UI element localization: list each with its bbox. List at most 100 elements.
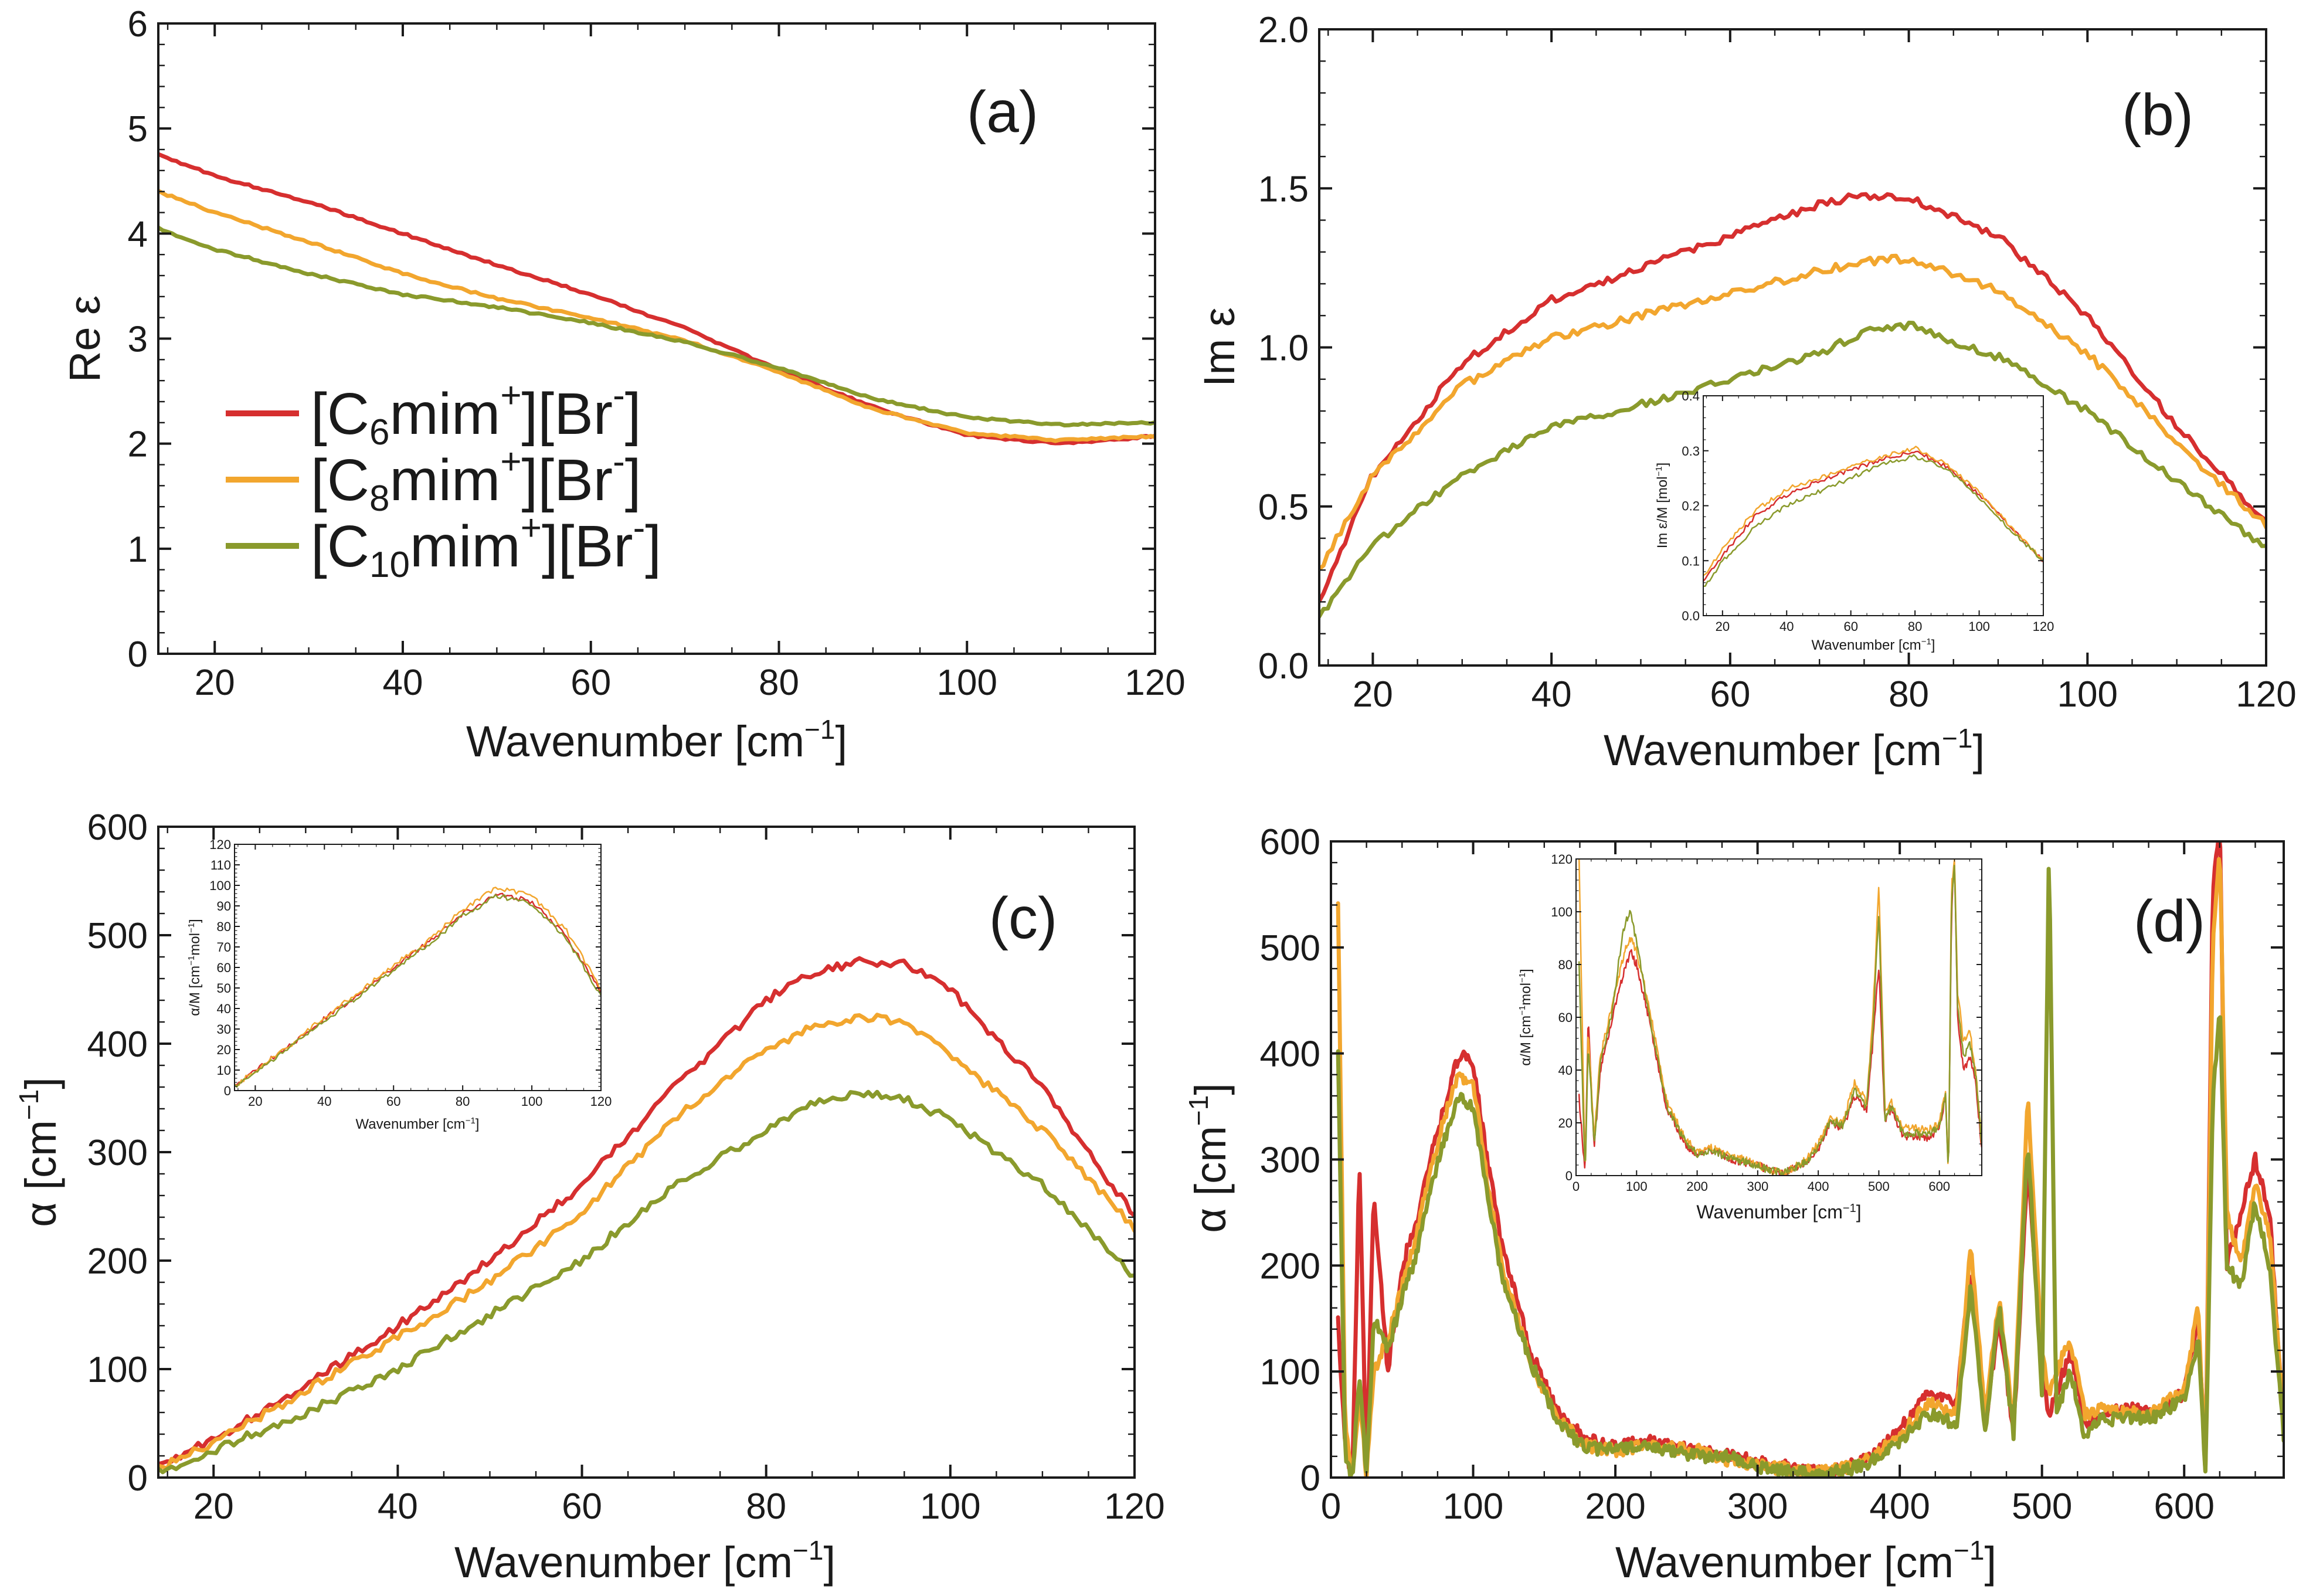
panel-b: 20 40 60 80 100 120 0.0 0.5 1.0 1.5 2.0 (b) Wavenu… <box>1195 10 2297 775</box>
x-tick-label: 40 <box>382 663 423 703</box>
x-tick-label: 60 <box>386 1094 400 1109</box>
x-tick-label: 100 <box>920 1486 980 1527</box>
y-axis-title: α [cm−1] <box>13 1077 65 1227</box>
y-tick-label: 0.1 <box>1682 553 1700 568</box>
y-tick-label: 400 <box>87 1024 148 1065</box>
y-tick-label: 20 <box>1558 1116 1573 1130</box>
x-tick-label: 60 <box>562 1486 602 1527</box>
panel-label: (d) <box>2134 888 2205 954</box>
x-tick-label: 600 <box>2154 1486 2214 1527</box>
y-tick-label: 5 <box>128 109 148 150</box>
series-line-c8 <box>1703 446 2043 576</box>
x-tick-label: 80 <box>456 1094 470 1109</box>
y-tick-label: 2 <box>128 425 148 465</box>
y-tick-label: 500 <box>87 916 148 956</box>
series-group <box>158 956 1135 1475</box>
series-line-c8 <box>158 188 1155 443</box>
y-tick-label: 120 <box>1551 852 1573 867</box>
x-tick-label: 200 <box>1686 1179 1708 1194</box>
inset-series-group <box>1703 446 2043 588</box>
series-line-c10 <box>158 225 1155 427</box>
x-tick-label: 400 <box>1869 1486 1930 1527</box>
series-line-c10 <box>235 894 601 1088</box>
legend-label: [C10mim+][Br-] <box>311 508 661 585</box>
y-tick-label: 60 <box>1558 1010 1573 1025</box>
y-axis-title: Im ε <box>1195 307 1244 387</box>
x-tick-label: 40 <box>1531 674 1572 715</box>
x-tick-label: 120 <box>590 1094 612 1109</box>
x-tick-label: 120 <box>2033 619 2054 634</box>
y-tick-label: 2.0 <box>1258 10 1309 50</box>
inset-tick-group: 20 40 60 80 100 120 0 10 20 30 40 50 60 70 80 90 100 110 1… <box>209 837 612 1109</box>
y-tick-label: 80 <box>217 919 231 934</box>
legend-item-c8: [C8mim+][Br-] <box>226 442 641 519</box>
y-tick-label: 120 <box>209 837 231 852</box>
inset-chart: 20 40 60 80 100 120 0.0 0.1 0.2 0.3 0.4 Wavenumber… <box>1654 389 2054 653</box>
inset-series-group <box>235 887 601 1088</box>
y-tick-label: 100 <box>1260 1352 1320 1393</box>
x-tick-label: 40 <box>317 1094 331 1109</box>
x-tick-label: 80 <box>1889 674 1929 715</box>
x-tick-label: 20 <box>1716 619 1730 634</box>
x-tick-label: 100 <box>521 1094 543 1109</box>
panel-label: (c) <box>989 885 1058 951</box>
y-tick-label: 1.0 <box>1258 328 1309 369</box>
y-tick-label: 100 <box>209 878 231 893</box>
x-tick-label: 0 <box>1573 1179 1580 1194</box>
legend: [C6mim+][Br-] [C8mim+][Br-] [C10mim+][Br… <box>226 375 661 585</box>
x-tick-label: 100 <box>937 663 997 703</box>
y-tick-label: 0.2 <box>1682 499 1700 514</box>
x-tick-label: 300 <box>1727 1486 1788 1527</box>
x-tick-label: 120 <box>1104 1486 1164 1527</box>
y-tick-label: 4 <box>128 214 148 254</box>
x-tick-label: 500 <box>1868 1179 1890 1194</box>
x-axis-title: Wavenumber [cm−1] <box>1604 723 1985 775</box>
y-tick-label: 0 <box>128 634 148 675</box>
x-tick-label: 80 <box>1908 619 1922 634</box>
y-tick-label: 1.5 <box>1258 169 1309 209</box>
series-line-c6 <box>158 152 1155 446</box>
y-tick-label: 70 <box>217 940 231 955</box>
y-tick-label: 0.0 <box>1258 646 1309 687</box>
x-tick-label: 300 <box>1747 1179 1768 1194</box>
y-tick-label: 20 <box>217 1043 231 1057</box>
x-tick-label: 120 <box>2236 674 2296 715</box>
x-tick-label: 60 <box>1843 619 1857 634</box>
series-line-c10 <box>158 1089 1135 1475</box>
inset-frame <box>234 844 602 1091</box>
y-tick-label: 300 <box>87 1133 148 1173</box>
y-tick-label: 0 <box>1300 1458 1320 1499</box>
inset-chart: 0 100 200 300 400 500 600 0 20 40 60 80 100 120 Waven… <box>1517 852 1982 1223</box>
legend-label: [C8mim+][Br-] <box>311 442 641 519</box>
inset-chart: 20 40 60 80 100 120 0 10 20 30 40 50 60 70 80 90 100 110 1… <box>186 837 612 1132</box>
x-tick-label: 20 <box>1353 674 1393 715</box>
x-tick-label: 60 <box>570 663 611 703</box>
y-tick-label: 110 <box>210 858 231 872</box>
series-line-c8 <box>1578 859 1982 1176</box>
legend-label: [C6mim+][Br-] <box>311 375 641 453</box>
y-tick-label: 600 <box>87 807 148 848</box>
series-line-c8 <box>158 1013 1135 1471</box>
series-group <box>1319 192 2266 619</box>
inset-y-title: α/M [cm−1mol−1] <box>186 919 203 1016</box>
y-tick-label: 200 <box>1260 1246 1320 1286</box>
x-tick-label: 400 <box>1808 1179 1829 1194</box>
inset-x-title: Wavenumber [cm−1] <box>1812 637 1935 653</box>
y-tick-label: 0.5 <box>1258 487 1309 528</box>
legend-item-c10: [C10mim+][Br-] <box>226 508 661 585</box>
x-tick-label: 100 <box>1626 1179 1648 1194</box>
y-tick-label: 0 <box>224 1084 231 1098</box>
inset-frame <box>1575 858 1982 1176</box>
inset-x-title: Wavenumber [cm−1] <box>356 1116 480 1132</box>
x-tick-label: 20 <box>248 1094 262 1109</box>
inset-y-title: Im ε/M [mol−1] <box>1654 463 1670 548</box>
inset-y-title: α/M [cm−1mol−1] <box>1517 969 1534 1065</box>
x-axis-title: Wavenumber [cm−1] <box>466 714 847 766</box>
x-tick-label: 120 <box>1125 663 1185 703</box>
x-tick-label: 100 <box>2057 674 2118 715</box>
x-tick-label: 100 <box>1443 1486 1503 1527</box>
y-tick-label: 1 <box>128 529 148 570</box>
